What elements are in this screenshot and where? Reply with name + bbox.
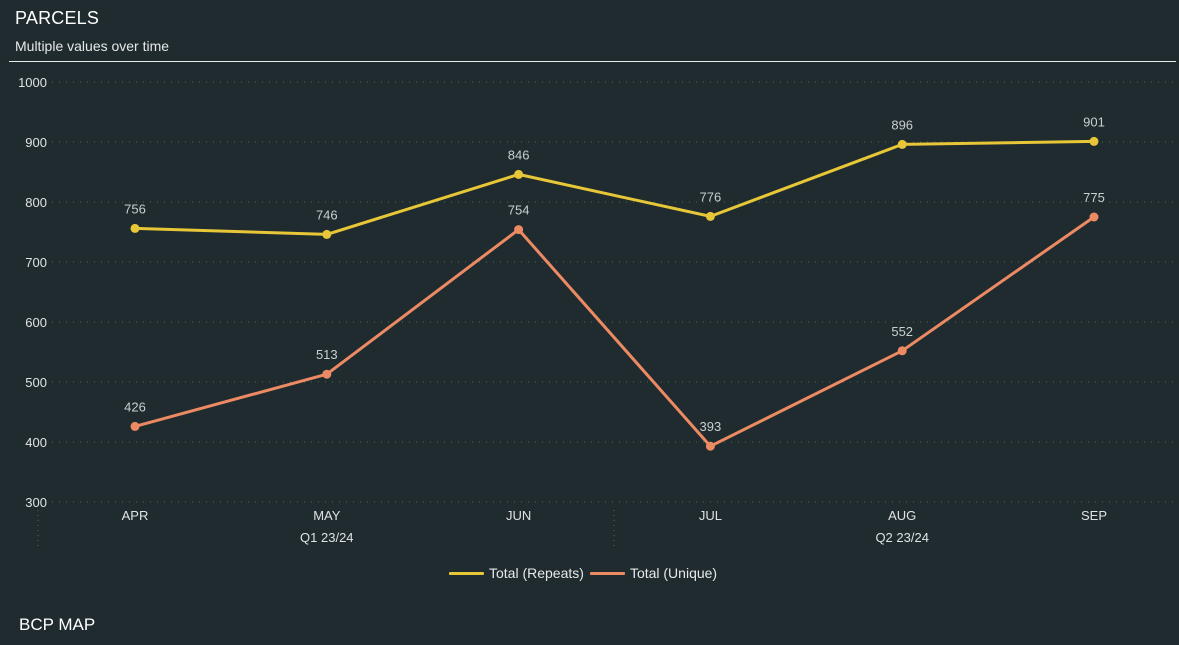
data-point [322,229,332,239]
data-label: 756 [124,201,146,216]
y-tick-label: 800 [25,195,47,210]
legend-item-unique[interactable]: Total (Unique) [589,565,718,581]
x-tick-label: AUG [888,508,916,523]
data-point [1089,136,1099,146]
data-point [705,211,715,221]
data-point [514,225,524,235]
x-tick-label: APR [122,508,149,523]
data-label: 746 [316,207,338,222]
series-line [133,139,1096,236]
data-label: 552 [891,324,913,339]
y-tick-label: 700 [25,255,47,270]
data-label: 775 [1083,190,1105,205]
data-label: 896 [891,117,913,132]
data-label: 901 [1083,114,1105,129]
x-tick-label: JUN [506,508,531,523]
x-tick-label: MAY [313,508,341,523]
series-line [133,215,1096,448]
legend-item-repeats[interactable]: Total (Repeats) [449,565,584,581]
data-point [130,421,140,431]
y-tick-label: 900 [25,135,47,150]
data-label: 513 [316,347,338,362]
data-label: 393 [700,419,722,434]
data-point [705,441,715,451]
line-chart: 1000 900 800 700 600 500 400 300 APR MAY JUN JUL AUG… [18,75,1176,550]
data-point [322,369,332,379]
chart-title: PARCELS [15,8,100,28]
data-label: 754 [508,203,530,218]
x-tick-label: SEP [1081,508,1107,523]
legend-swatch-repeats [449,571,484,575]
data-label: 426 [124,399,146,414]
chart-subtitle: Multiple values over time [15,38,170,54]
data-label: 776 [700,189,722,204]
x-group-label: Q2 23/24 [875,530,929,545]
data-label: 846 [508,147,530,162]
legend-swatch-unique [589,571,625,575]
legend-label-unique: Total (Unique) [629,565,718,581]
data-point [897,139,907,149]
data-point [514,169,524,179]
legend-label-repeats: Total (Repeats) [489,565,584,581]
title-divider [9,61,1176,62]
y-tick-label: 500 [25,375,47,390]
chart-legend: Total (Repeats) Total (Unique) [449,565,723,581]
y-tick-label: 400 [25,435,47,450]
data-point [130,223,140,233]
x-group-label: Q1 23/24 [300,530,354,545]
section-title-bcp-map: BCP MAP [19,615,96,634]
y-tick-label: 600 [25,315,47,330]
data-point [1089,212,1099,222]
y-tick-label: 1000 [18,75,47,90]
x-tick-label: JUL [699,508,722,523]
data-point [897,346,907,356]
y-tick-label: 300 [25,495,47,510]
